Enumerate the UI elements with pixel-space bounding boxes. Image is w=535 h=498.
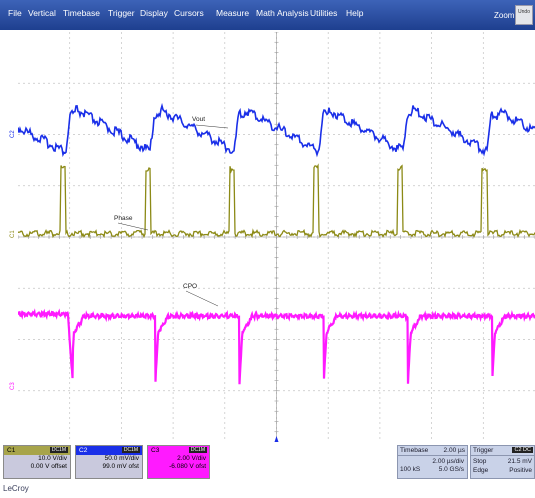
menu-analysis[interactable]: Analysis [277,8,309,18]
channel-c1-header: C1 DC1M [4,446,70,455]
trace-vout [18,102,535,158]
trigger-row-2: Edge Positive [471,467,534,476]
menu-measure[interactable]: Measure [216,8,250,18]
channel-c1-scale: 10.0 V/div [38,455,67,462]
menu-cursors[interactable]: Cursors [174,8,204,18]
trigger-box[interactable]: Trigger C2 DC Stop 21.5 mV Edge Positive [470,445,535,479]
zoom-label[interactable]: Zoom [494,11,515,20]
timebase-title: Timebase [400,447,429,454]
channel-c1-body: 10.0 V/div 0.00 V offset [4,455,70,478]
trace-cpo [18,308,535,385]
trigger-position-marker [274,436,279,442]
menu-bar: File Vertical Timebase Trigger Display Cursor… [0,0,535,30]
waveform-plot [18,32,535,442]
trigger-header: Trigger C2 DC [471,446,534,456]
undo-button[interactable]: Undo [515,5,533,25]
trigger-type: Edge [473,467,489,474]
trace-marker-c1: C1 [10,230,16,238]
channel-c2-body: 50.0 mV/div 99.0 mV ofst [76,455,142,478]
channel-c3-name: C3 [151,447,160,454]
waveform-display: C2 C1 C3 Vout Phase CPO [10,32,535,442]
trigger-channel: C2 DC [512,447,533,453]
timebase-rate: 5.0 GS/s [438,466,464,473]
menu-utilities[interactable]: Utilities [310,8,338,18]
channel-c1-offset: 0.00 V offset [30,463,67,470]
timebase-header: Timebase 2.00 µs [398,446,467,456]
timebase-sampling: 100 kS 5.0 GS/s [398,466,467,475]
timebase-samples: 100 kS [400,466,421,473]
menu-display[interactable]: Display [140,8,168,18]
trigger-mode: Stop [473,458,487,465]
menu-timebase[interactable]: Timebase [63,8,101,18]
menu-vertical[interactable]: Vertical [28,8,56,18]
menu-trigger[interactable]: Trigger [108,8,135,18]
channel-c2-box[interactable]: C2 DC1M 50.0 mV/div 99.0 mV ofst [75,445,143,479]
channel-c3-scale: 2.00 V/div [177,455,206,462]
timebase-value: 2.00 µs [443,447,465,454]
channel-panel: C1 DC1M 10.0 V/div 0.00 V offset C2 DC1M… [0,442,535,486]
trigger-level: 21.5 mV [507,458,532,465]
trigger-title: Trigger [473,447,494,454]
trace-marker-c2: C2 [10,130,16,138]
channel-c1-name: C1 [7,447,16,454]
trace-phase [18,163,535,239]
menu-help[interactable]: Help [346,8,364,18]
channel-c3-coupling: DC1M [188,447,207,453]
label-leader [185,290,219,307]
channel-c2-header: C2 DC1M [76,446,142,455]
brand-logo: LeCroy [3,484,29,493]
channel-c3-body: 2.00 V/div -6.080 V ofst [148,455,209,478]
channel-c2-name: C2 [79,447,88,454]
channel-c3-offset: -6.080 V ofst [169,463,206,470]
timebase-box[interactable]: Timebase 2.00 µs 2.00 µs/div 100 kS 5.0 … [397,445,468,479]
label-leader [195,124,229,129]
channel-c2-offset: 99.0 mV ofst [102,463,140,470]
trigger-slope: Positive [509,467,532,474]
menu-math[interactable]: Math [256,8,275,18]
trigger-row-1: Stop 21.5 mV [471,458,534,467]
trace-marker-c3: C3 [10,382,16,390]
channel-c2-coupling: DC1M [121,447,140,453]
menu-file[interactable]: File [8,8,22,18]
trace-label-cpo: CPO [183,283,198,290]
trace-label-vout: Vout [192,116,206,123]
label-leader [117,222,149,231]
channel-c3-box[interactable]: C3 DC1M 2.00 V/div -6.080 V ofst [147,445,210,479]
channel-c1-box[interactable]: C1 DC1M 10.0 V/div 0.00 V offset [3,445,71,479]
channel-c2-scale: 50.0 mV/div [104,455,139,462]
channel-c3-header: C3 DC1M [148,446,209,455]
trace-label-phase: Phase [114,215,133,222]
channel-c1-coupling: DC1M [49,447,68,453]
timebase-per-div: 2.00 µs/div [432,458,464,465]
